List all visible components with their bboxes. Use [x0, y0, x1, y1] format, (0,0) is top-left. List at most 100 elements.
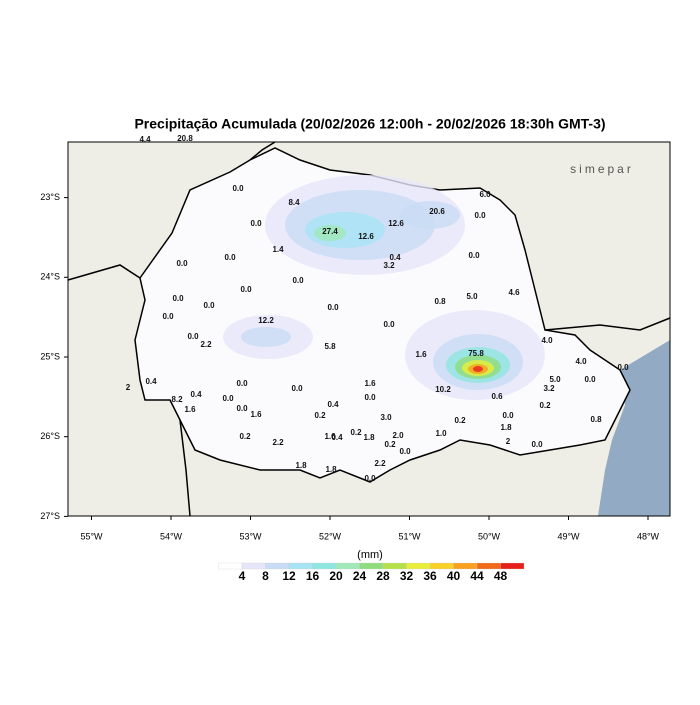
station-value: 75.8	[468, 349, 484, 358]
station-value: 0.2	[454, 416, 466, 425]
station-value: 2.2	[200, 340, 212, 349]
station-value: 0.0	[236, 404, 248, 413]
station-value: 0.0	[203, 301, 215, 310]
station-value: 0.0	[584, 375, 596, 384]
colorbar-label: (mm)	[357, 549, 383, 561]
station-value: 12.6	[358, 232, 374, 241]
station-value: 1.8	[500, 423, 512, 432]
station-value: 0.8	[590, 415, 602, 424]
station-value: 0.8	[434, 297, 446, 306]
station-value: 1.6	[415, 350, 427, 359]
x-tick-label: 49°W	[557, 531, 580, 541]
colorbar-tick-label: 36	[423, 569, 437, 583]
station-value: 0.0	[383, 320, 395, 329]
borders	[67, 141, 671, 517]
station-value: 3.2	[543, 384, 555, 393]
station-value: 4.0	[541, 336, 553, 345]
station-value: 20.6	[429, 207, 445, 216]
colorbar-swatch	[476, 562, 501, 570]
station-value: 20.8	[177, 134, 193, 143]
station-value: 0.4	[389, 253, 401, 262]
x-tick-label: 54°W	[160, 531, 183, 541]
station-value: 0.0	[327, 303, 339, 312]
station-value: 0.0	[162, 312, 174, 321]
x-tick-label: 53°W	[239, 531, 262, 541]
station-value: 3.2	[383, 261, 395, 270]
station-value: 8.4	[288, 198, 300, 207]
station-value: 5.8	[324, 342, 336, 351]
station-value: 0.0	[291, 384, 303, 393]
x-tick-label: 52°W	[319, 531, 342, 541]
y-tick-label: 23°S	[40, 192, 60, 202]
colorbar-swatch	[500, 562, 525, 570]
colorbar-tick-label: 44	[470, 569, 484, 583]
station-value: 0.4	[190, 390, 202, 399]
logo: simepar	[570, 162, 634, 176]
colorbar-swatch	[382, 562, 407, 570]
station-value: 10.2	[435, 385, 451, 394]
station-value: 0.0	[222, 394, 234, 403]
colorbar-swatch	[288, 562, 313, 570]
station-value: 6.0	[479, 190, 491, 199]
station-value: 0.0	[617, 363, 629, 372]
station-value: 0.0	[224, 253, 236, 262]
map-frame	[67, 141, 671, 517]
station-value: 2.2	[374, 459, 386, 468]
station-value: 5.0	[549, 375, 561, 384]
station-value: 1.6	[364, 379, 376, 388]
station-value: 0.2	[384, 440, 396, 449]
station-value: 5.0	[466, 292, 478, 301]
station-value: 0.0	[474, 211, 486, 220]
station-value: 0.0	[364, 474, 376, 483]
parana-state	[134, 147, 631, 483]
station-value: 0.2	[239, 432, 251, 441]
map-title: Precipitação Acumulada (20/02/2026 12:00…	[134, 116, 605, 132]
y-tick-label: 27°S	[40, 511, 60, 521]
station-value: 0.0	[240, 285, 252, 294]
colorbar-tick-label: 8	[262, 569, 269, 583]
colorbar-swatch	[241, 562, 266, 570]
station-value: 0.4	[327, 400, 339, 409]
station-value: 0.2	[539, 401, 551, 410]
station-value: 1.8	[363, 433, 375, 442]
colorbar-tick-label: 48	[494, 569, 508, 583]
station-value: 0.0	[232, 184, 244, 193]
station-value: 12.2	[258, 316, 274, 325]
x-tick-label: 55°W	[80, 531, 103, 541]
station-value: 0.0	[292, 276, 304, 285]
station-value: 2	[126, 383, 131, 392]
colorbar-tick-label: 4	[239, 569, 246, 583]
colorbar-tick-label: 32	[400, 569, 414, 583]
station-value: 1.0	[435, 429, 447, 438]
colorbar-swatch	[265, 562, 290, 570]
station-value: 4.6	[508, 288, 520, 297]
colorbar-swatch	[406, 562, 431, 570]
y-tick-label: 26°S	[40, 431, 60, 441]
colorbar-tick-label: 40	[447, 569, 461, 583]
colorbar-tick-label: 12	[282, 569, 296, 583]
station-value: 1.4	[272, 245, 284, 254]
station-value: 0.0	[236, 379, 248, 388]
y-tick-label: 25°S	[40, 351, 60, 361]
station-value: 0.0	[172, 294, 184, 303]
colorbar-swatch	[218, 562, 243, 570]
station-value: 2.2	[272, 438, 284, 447]
station-value: 0.0	[531, 440, 543, 449]
colorbar-tick-label: 28	[376, 569, 390, 583]
colorbar-tick-label: 20	[329, 569, 343, 583]
station-value: 0.2	[314, 411, 326, 420]
station-value: 0.0	[502, 411, 514, 420]
colorbar-swatch	[359, 562, 384, 570]
station-value: 1.8	[295, 461, 307, 470]
station-value: 4.4	[139, 135, 151, 144]
station-value: 1.8	[325, 465, 337, 474]
station-value: 12.6	[388, 219, 404, 228]
station-value: 2.0	[392, 431, 404, 440]
ocean	[598, 340, 670, 516]
x-tick-label: 50°W	[478, 531, 501, 541]
station-value: 27.4	[322, 227, 338, 236]
colorbar-swatch	[312, 562, 337, 570]
station-value: 4.0	[575, 357, 587, 366]
station-value: 0.4	[145, 377, 157, 386]
